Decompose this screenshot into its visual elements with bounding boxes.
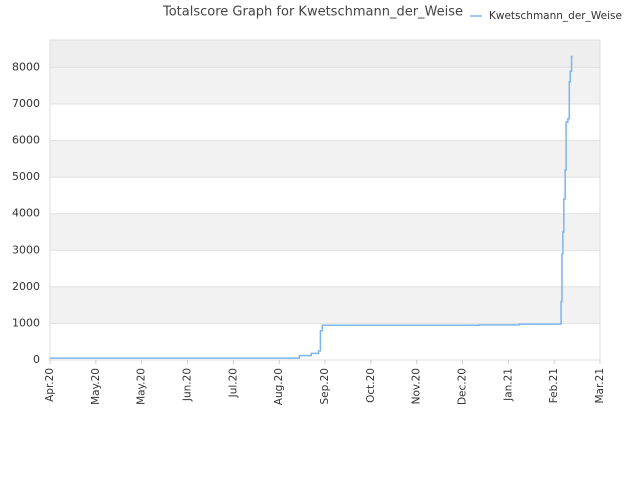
grid-band bbox=[50, 67, 600, 104]
grid-band bbox=[50, 40, 600, 68]
y-tick-label: 2000 bbox=[12, 280, 40, 293]
grid-band bbox=[50, 140, 600, 178]
x-tick-label: Jun.20 bbox=[182, 368, 194, 402]
y-tick-label: 6000 bbox=[12, 134, 40, 147]
y-tick-label: 7000 bbox=[12, 97, 40, 110]
x-tick-label: May.20 bbox=[136, 368, 148, 405]
x-tick-label: Apr.20 bbox=[44, 368, 56, 402]
x-tick-label: May.20 bbox=[90, 368, 102, 405]
x-tick-label: Jan.21 bbox=[502, 368, 514, 402]
x-tick-label: Oct.20 bbox=[365, 368, 377, 403]
legend-label: Kwetschmann_der_Weise bbox=[489, 10, 622, 22]
grid-band bbox=[50, 286, 600, 324]
x-tick-label: Jul.20 bbox=[227, 368, 239, 398]
y-tick-label: 0 bbox=[33, 353, 40, 366]
legend-background bbox=[466, 6, 638, 26]
x-tick-label: Feb.21 bbox=[548, 368, 560, 403]
x-tick-label: Aug.20 bbox=[273, 368, 285, 405]
y-tick-label: 8000 bbox=[12, 60, 40, 73]
grid-band bbox=[50, 213, 600, 251]
y-tick-label: 4000 bbox=[12, 207, 40, 220]
grid-band bbox=[50, 177, 600, 214]
y-tick-label: 1000 bbox=[12, 316, 40, 329]
y-tick-label: 3000 bbox=[12, 243, 40, 256]
x-tick-label: Sep.20 bbox=[319, 368, 331, 405]
grid-band bbox=[50, 104, 600, 141]
x-tick-label: Mar.21 bbox=[594, 368, 606, 404]
plot-area bbox=[49, 39, 601, 361]
x-tick-label: Dec.20 bbox=[457, 368, 469, 405]
chart-title: Totalscore Graph for Kwetschmann_der_Wei… bbox=[162, 5, 463, 20]
series-line bbox=[50, 55, 573, 359]
grid-band bbox=[50, 250, 600, 287]
y-tick-label: 5000 bbox=[12, 170, 40, 183]
x-tick-label: Nov.20 bbox=[411, 368, 423, 404]
grid-band bbox=[50, 323, 600, 360]
